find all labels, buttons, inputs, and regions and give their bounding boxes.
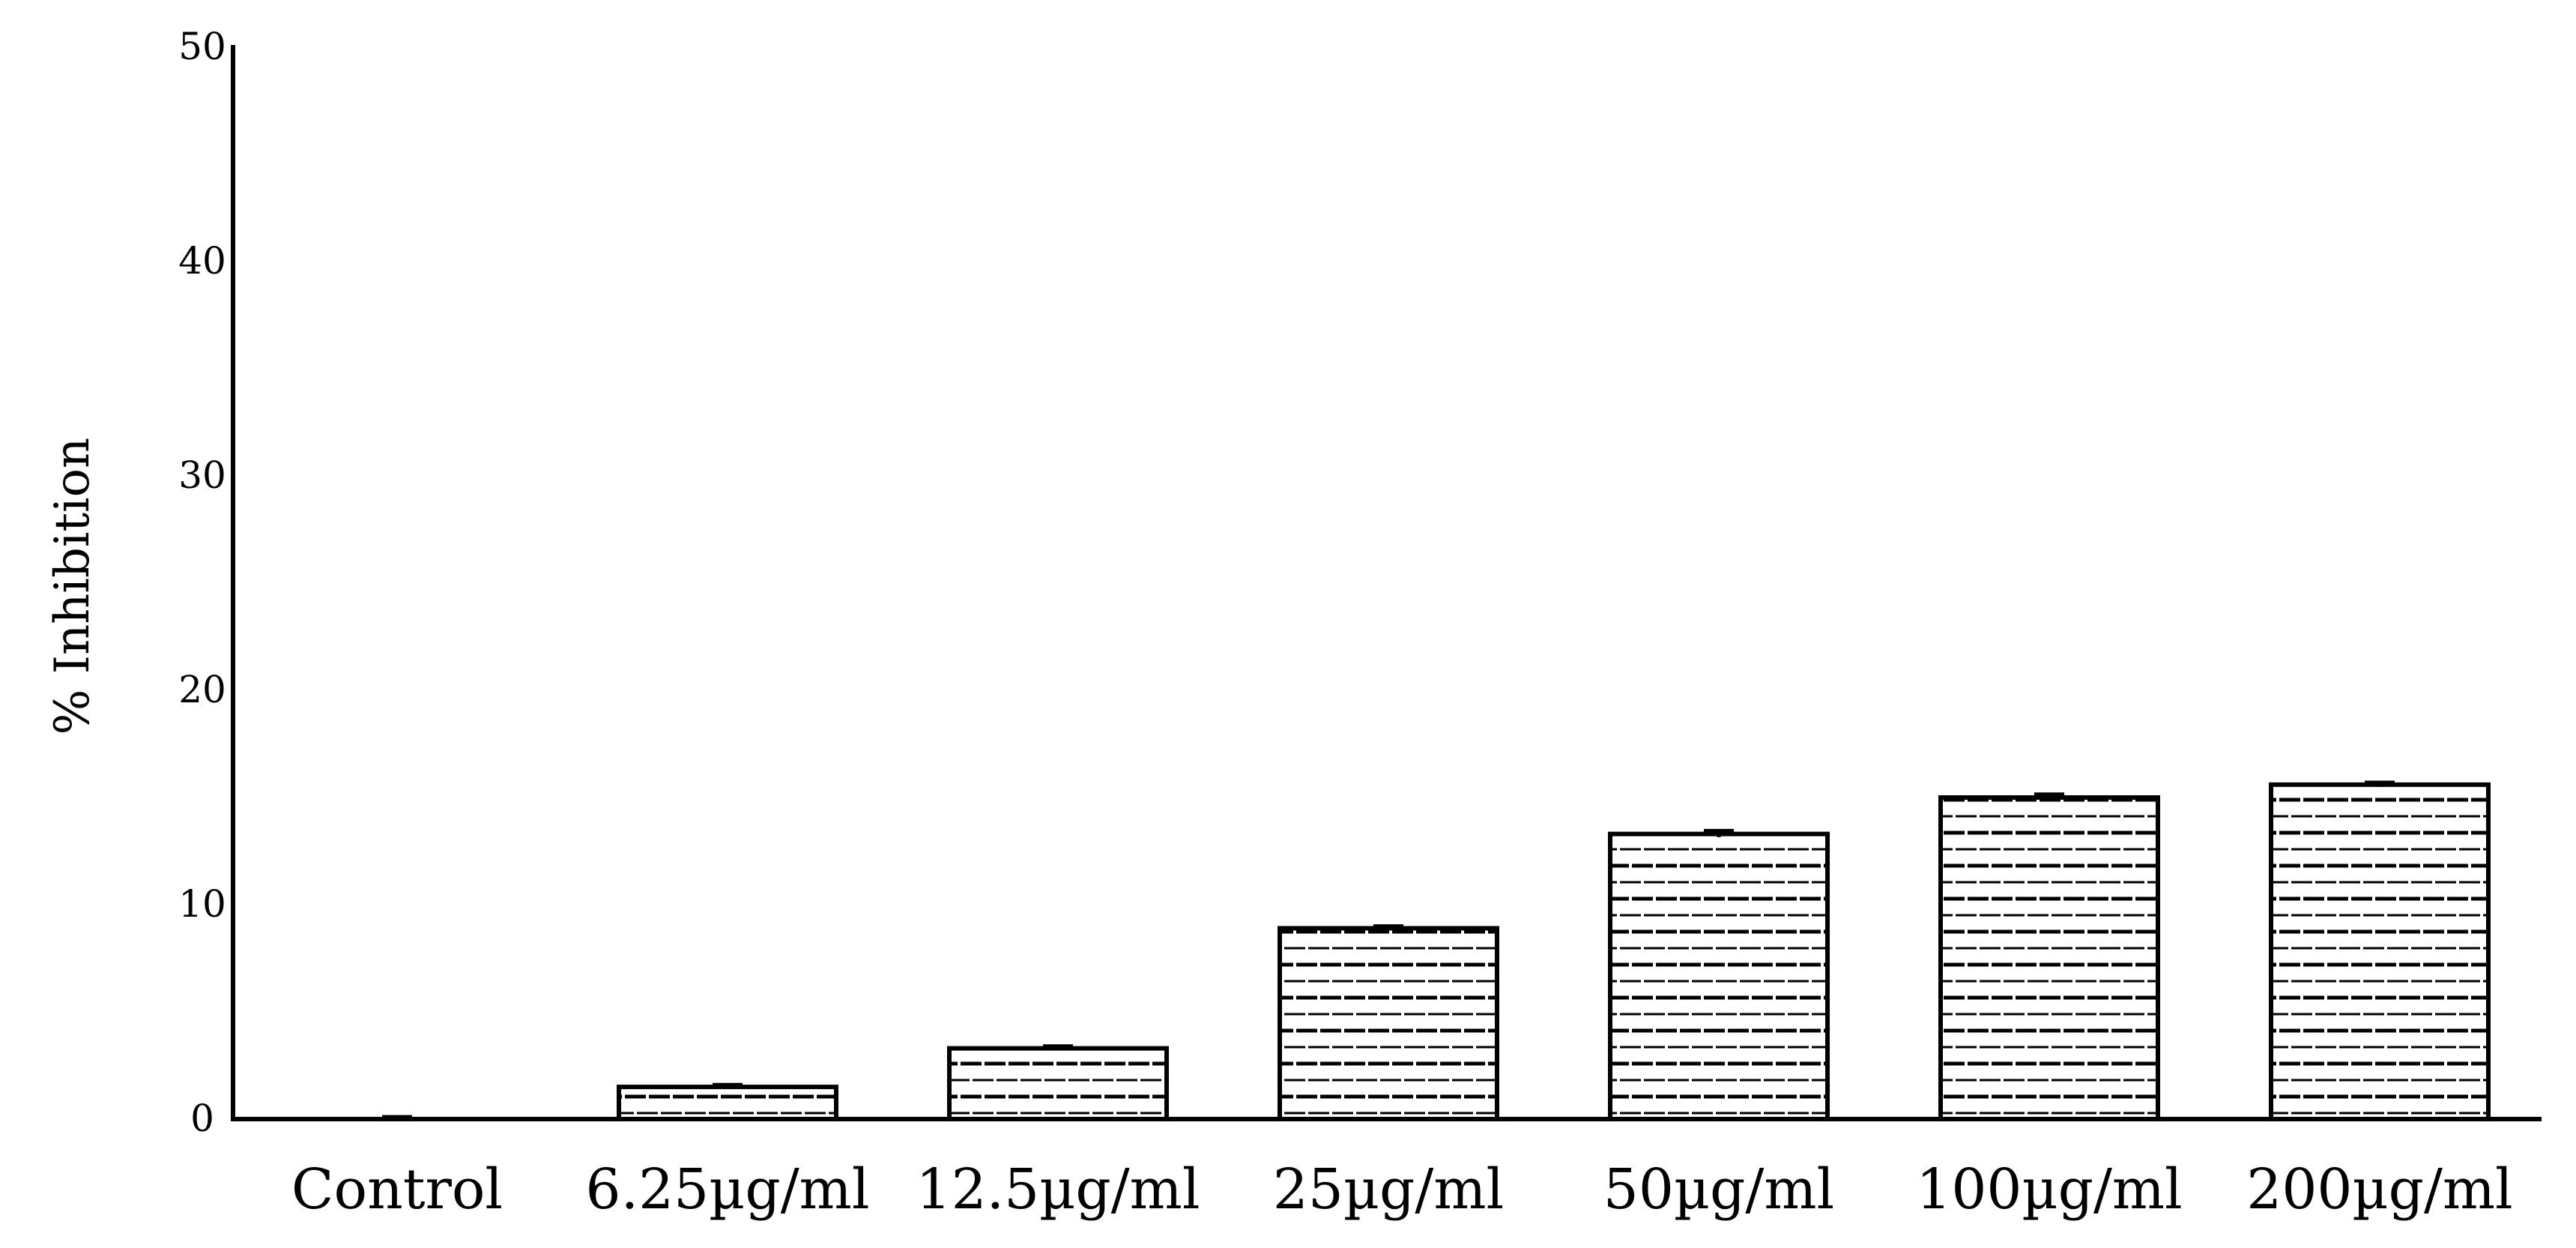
y-tick-label: 20 xyxy=(178,668,226,711)
bar xyxy=(617,1085,838,1121)
x-tick-label: 200µg/ml xyxy=(2246,1157,2512,1222)
bar xyxy=(947,1046,1169,1121)
bars xyxy=(617,782,2491,1121)
x-tick-label: 50µg/ml xyxy=(1603,1157,1834,1222)
y-tick-label: 40 xyxy=(178,239,226,283)
bar xyxy=(1278,926,1499,1121)
y-tick-label: 10 xyxy=(178,882,226,926)
bar xyxy=(1608,831,1830,1121)
y-axis-ticks: 0 10 20 30 40 50 xyxy=(178,25,226,1140)
error-bars xyxy=(382,780,2395,1119)
y-tick-label: 50 xyxy=(178,25,226,68)
y-axis-title: % Inhibition xyxy=(45,438,100,735)
bar xyxy=(1938,795,2160,1121)
x-tick-label: 12.5µg/ml xyxy=(916,1157,1200,1222)
x-tick-label: 25µg/ml xyxy=(1273,1157,1504,1222)
x-axis-labels: Control 6.25µg/ml 12.5µg/ml 25µg/ml 50µg/ml 1… xyxy=(291,1157,2513,1222)
bar xyxy=(2269,782,2491,1121)
y-tick-label: 30 xyxy=(178,453,226,497)
y-axis-title-group: % Inhibition xyxy=(45,438,100,735)
y-tick-label: 0 xyxy=(190,1097,214,1140)
x-tick-label: 100µg/ml xyxy=(1916,1157,2182,1222)
x-tick-label: 6.25µg/ml xyxy=(586,1157,870,1222)
x-tick-label: Control xyxy=(291,1157,503,1222)
